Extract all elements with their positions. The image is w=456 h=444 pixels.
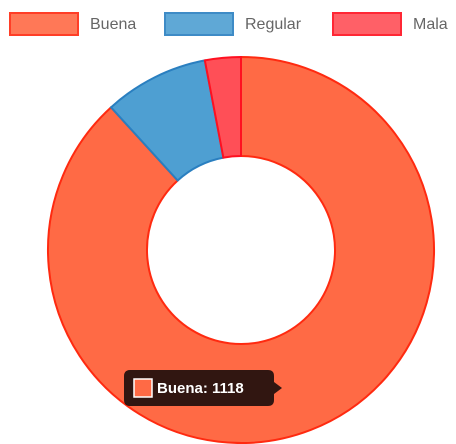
legend-swatch: [332, 12, 402, 36]
tooltip-text: Buena: 1118: [157, 380, 244, 397]
legend-label: Regular: [245, 16, 302, 33]
legend-label: Buena: [90, 16, 136, 33]
legend-swatch: [9, 12, 79, 36]
tooltip-box: [124, 370, 282, 406]
slice: [203, 55, 242, 159]
legend-swatch: [164, 12, 234, 36]
legend-label: Mala: [413, 16, 448, 33]
tooltip-swatch: [133, 378, 153, 398]
slice: [47, 55, 435, 444]
